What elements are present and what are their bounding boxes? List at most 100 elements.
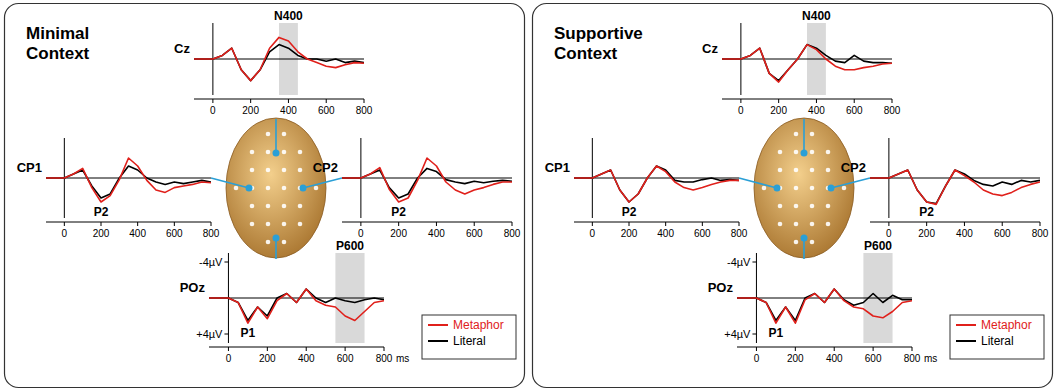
selected-electrode — [246, 185, 253, 192]
panel-title-line: Context — [26, 44, 90, 63]
legend: MetaphorLiteral — [422, 315, 516, 359]
x-tick — [665, 222, 666, 226]
legend-label: Literal — [981, 334, 1014, 348]
x-tick-label: 600 — [337, 353, 354, 364]
erp-plot: 0200400600800CP2P2 — [841, 138, 1049, 239]
electrode — [266, 150, 271, 155]
electrode — [266, 168, 271, 173]
electrode — [778, 222, 783, 227]
panel-title-line: Supportive — [554, 24, 643, 43]
electrode — [810, 240, 815, 245]
selected-electrode — [828, 185, 835, 192]
channel-label: Cz — [702, 41, 718, 56]
erp-plot: 0200400600800CP1P2 — [545, 138, 748, 239]
erp-line — [46, 166, 211, 198]
channel-label: POz — [180, 280, 206, 295]
y-tick-label: +4µV — [196, 328, 223, 340]
x-tick — [702, 222, 703, 226]
erp-line — [870, 170, 1040, 204]
x-tick-label: 0 — [886, 228, 892, 239]
x-tick-label: 600 — [994, 228, 1011, 239]
channel-label: POz — [708, 280, 734, 295]
x-tick-label: 600 — [166, 228, 183, 239]
electrode — [266, 186, 271, 191]
legend-swatch — [956, 324, 976, 326]
electrode — [282, 150, 287, 155]
channel-label: CP1 — [17, 160, 42, 175]
x-tick-label: 200 — [621, 228, 638, 239]
electrode — [250, 168, 255, 173]
x-tick-label: 400 — [129, 228, 146, 239]
erp-plot: 0200400600800CzN400 — [702, 9, 901, 116]
erp-line — [574, 166, 739, 202]
x-tick-label: 800 — [504, 228, 521, 239]
x-tick-label: 600 — [694, 228, 711, 239]
y-tick — [224, 334, 228, 335]
x-tick — [345, 347, 346, 351]
baseline — [737, 298, 912, 299]
series-group — [194, 37, 364, 80]
component-label: P2 — [919, 205, 934, 219]
y-tick — [752, 262, 756, 263]
selected-electrode — [273, 235, 280, 242]
x-tick-label: 600 — [846, 105, 863, 116]
x-tick-label: 800 — [376, 353, 393, 364]
channel-label: CP1 — [545, 160, 570, 175]
electrode — [282, 132, 287, 137]
connector — [275, 119, 277, 153]
erp-line — [574, 166, 739, 202]
x-tick — [816, 99, 817, 103]
x-tick-label: 600 — [318, 105, 335, 116]
erp-line — [722, 45, 892, 81]
erp-plot: -4µV+4µV0200400600800msPOzP600P1 — [708, 239, 938, 364]
erp-line — [870, 170, 1040, 204]
legend-box — [950, 315, 1044, 359]
electrode — [810, 132, 815, 137]
channel-label: CP2 — [841, 160, 866, 175]
x-tick — [778, 99, 779, 103]
head — [754, 118, 854, 258]
electrode — [314, 186, 319, 191]
x-tick-label: 200 — [787, 353, 804, 364]
x-tick-label: 400 — [428, 228, 445, 239]
x-tick-label: 200 — [259, 353, 276, 364]
electrode — [298, 222, 303, 227]
electrode — [826, 150, 831, 155]
electrode — [794, 186, 799, 191]
erp-plot: 0200400600800CP1P2 — [17, 138, 220, 239]
component-label: P600 — [336, 239, 364, 253]
x-tick-label: 400 — [808, 105, 825, 116]
x-tick-label: 0 — [358, 228, 364, 239]
electrode — [298, 204, 303, 209]
panel: SupportiveContext0200400600800CzN4000200… — [533, 4, 1053, 388]
erp-line — [194, 37, 364, 80]
x-tick-label: 400 — [826, 353, 843, 364]
connector — [739, 178, 777, 188]
baseline — [46, 178, 211, 179]
x-tick-label: 400 — [956, 228, 973, 239]
erp-plot: -4µV+4µV0200400600800msPOzP600P1 — [180, 239, 410, 364]
electrode — [826, 168, 831, 173]
electrode — [794, 204, 799, 209]
electrode — [266, 204, 271, 209]
connector — [831, 178, 870, 188]
x-axis — [46, 222, 211, 223]
x-tick — [174, 222, 175, 226]
series-group — [737, 289, 912, 323]
electrode — [282, 186, 287, 191]
component-label: P2 — [94, 205, 109, 219]
x-axis — [574, 222, 739, 223]
electrode — [794, 132, 799, 137]
x-tick-label: 400 — [280, 105, 297, 116]
channel-label: Cz — [174, 41, 190, 56]
panel-title: SupportiveContext — [554, 24, 643, 63]
electrode — [266, 222, 271, 227]
electrode — [282, 204, 287, 209]
x-tick-label: 800 — [356, 105, 373, 116]
legend-swatch — [428, 340, 448, 342]
electrode — [826, 204, 831, 209]
x-tick-label: 200 — [918, 228, 935, 239]
connector — [303, 178, 342, 188]
erp-line — [342, 158, 512, 202]
x-tick — [873, 347, 874, 351]
